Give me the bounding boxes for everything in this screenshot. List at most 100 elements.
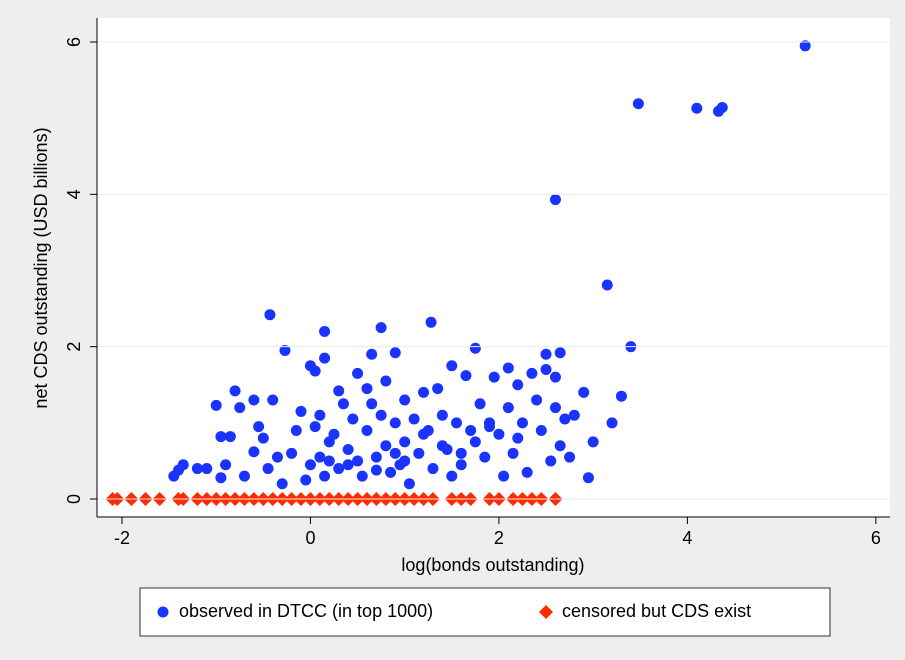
- circle-marker: [366, 348, 378, 360]
- circle-marker: [375, 322, 387, 334]
- circle-marker: [342, 444, 354, 456]
- circle-marker: [469, 436, 481, 448]
- circle-marker: [309, 421, 321, 433]
- circle-marker: [370, 451, 382, 463]
- y-axis-title: net CDS outstanding (USD billions): [31, 127, 51, 408]
- circle-marker: [370, 464, 382, 476]
- circle-marker: [465, 424, 477, 436]
- circle-marker: [479, 451, 491, 463]
- circle-marker: [215, 472, 227, 484]
- circle-marker: [352, 455, 364, 467]
- circle-marker: [507, 447, 519, 459]
- circle-marker: [356, 470, 368, 482]
- circle-marker: [257, 432, 269, 444]
- circle-marker: [408, 413, 420, 425]
- circle-marker: [716, 102, 728, 114]
- circle-marker: [210, 399, 222, 411]
- circle-marker: [615, 390, 627, 402]
- x-axis-title: log(bonds outstanding): [401, 555, 584, 575]
- x-tick-label: 4: [682, 528, 692, 548]
- circle-marker: [229, 385, 241, 397]
- legend-marker: [157, 606, 169, 618]
- circle-marker: [502, 362, 514, 374]
- circle-marker: [276, 478, 288, 490]
- circle-marker: [587, 436, 599, 448]
- circle-marker: [352, 367, 364, 379]
- circle-marker: [446, 360, 458, 372]
- circle-marker: [271, 451, 283, 463]
- circle-marker: [201, 463, 213, 475]
- circle-marker: [361, 424, 373, 436]
- circle-marker: [512, 432, 524, 444]
- circle-marker: [799, 40, 811, 52]
- circle-marker: [418, 428, 430, 440]
- circle-marker: [493, 428, 505, 440]
- circle-marker: [328, 428, 340, 440]
- legend-marker: [539, 605, 553, 619]
- circle-marker: [319, 325, 331, 337]
- circle-marker: [531, 394, 543, 406]
- circle-marker: [427, 463, 439, 475]
- circle-marker: [347, 413, 359, 425]
- circle-marker: [403, 478, 415, 490]
- circle-marker: [488, 371, 500, 383]
- circle-marker: [220, 459, 232, 471]
- circle-marker: [601, 279, 613, 291]
- circle-marker: [460, 370, 472, 382]
- circle-marker: [224, 431, 236, 443]
- circle-marker: [168, 470, 180, 482]
- legend-label: observed in DTCC (in top 1000): [179, 601, 433, 621]
- circle-marker: [582, 472, 594, 484]
- circle-marker: [516, 417, 528, 429]
- circle-marker: [375, 409, 387, 421]
- circle-marker: [469, 342, 481, 354]
- circle-marker: [300, 474, 312, 486]
- circle-marker: [333, 385, 345, 397]
- circle-marker: [314, 409, 326, 421]
- circle-marker: [248, 394, 260, 406]
- circle-marker: [337, 398, 349, 410]
- circle-marker: [691, 102, 703, 114]
- circle-marker: [436, 409, 448, 421]
- circle-marker: [389, 347, 401, 359]
- circle-marker: [425, 316, 437, 328]
- circle-marker: [380, 375, 392, 387]
- circle-marker: [248, 446, 260, 458]
- x-tick-label: 6: [871, 528, 881, 548]
- circle-marker: [177, 459, 189, 471]
- circle-marker: [540, 364, 552, 376]
- circle-marker: [286, 447, 298, 459]
- circle-marker: [238, 470, 250, 482]
- circle-marker: [483, 421, 495, 433]
- circle-marker: [366, 398, 378, 410]
- circle-marker: [540, 348, 552, 360]
- circle-marker: [451, 417, 463, 429]
- y-tick-label: 4: [64, 189, 84, 199]
- circle-marker: [290, 424, 302, 436]
- circle-marker: [380, 440, 392, 452]
- circle-marker: [549, 194, 561, 206]
- circle-marker: [304, 459, 316, 471]
- circle-marker: [521, 466, 533, 478]
- circle-marker: [549, 371, 561, 383]
- circle-marker: [432, 383, 444, 395]
- marks: [105, 40, 811, 507]
- circle-marker: [606, 417, 618, 429]
- circle-marker: [413, 447, 425, 459]
- x-tick-label: -2: [114, 528, 130, 548]
- circle-marker: [385, 466, 397, 478]
- circle-marker: [323, 455, 335, 467]
- circle-marker: [333, 463, 345, 475]
- circle-marker: [632, 98, 644, 110]
- circle-marker: [436, 440, 448, 452]
- circle-marker: [455, 447, 467, 459]
- circle-marker: [234, 402, 246, 414]
- circle-marker: [314, 451, 326, 463]
- circle-marker: [549, 402, 561, 414]
- circle-marker: [253, 421, 265, 433]
- circle-marker: [399, 394, 411, 406]
- circle-marker: [319, 352, 331, 364]
- circle-marker: [474, 398, 486, 410]
- plot-area: [97, 18, 890, 517]
